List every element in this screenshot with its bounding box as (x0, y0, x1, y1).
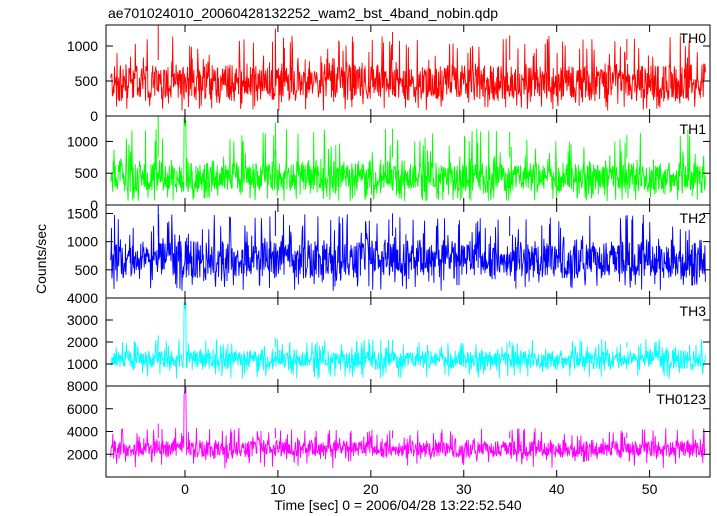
panel-th2: 500 1000 1500 TH2 (67, 204, 711, 299)
series-line-th1 (110, 117, 706, 202)
panel-th0123: 2000 4000 6000 8000 TH0123 (67, 378, 711, 478)
y-tick-label: 4000 (67, 424, 98, 440)
panel-label-th3: TH3 (680, 303, 707, 319)
panel-label-th2: TH2 (680, 210, 707, 226)
y-tick-label: 1000 (67, 133, 98, 149)
panel-label-th0: TH0 (680, 30, 707, 46)
panel-th0: 0 500 1000 TH0 (67, 24, 711, 124)
y-tick-label: 3000 (67, 312, 98, 328)
panels-group: 0 500 1000 TH0 0 500 1000 TH1 500 1000 1500 TH2 1000… (67, 24, 711, 478)
series-line-th0123 (110, 386, 706, 469)
y-tick-label: 6000 (67, 401, 98, 417)
x-tick-label: 40 (549, 481, 565, 497)
panel-label-th0123: TH0123 (656, 391, 706, 407)
panel-frame (105, 297, 711, 387)
y-tick-label: 500 (75, 165, 99, 181)
y-axis-title: Counts/sec (33, 224, 49, 294)
y-tick-label: 2000 (67, 334, 98, 350)
x-tick-label: 50 (642, 481, 658, 497)
y-tick-label: 1500 (67, 205, 98, 221)
x-axis-title: Time [sec] 0 = 2006/04/28 13:22:52.540 (274, 497, 522, 513)
x-tick-label: 10 (270, 481, 286, 497)
series-line-th3 (110, 302, 706, 379)
y-tick-label: 8000 (67, 378, 98, 394)
series-line-th2 (110, 214, 706, 291)
series-line-th0 (110, 35, 706, 111)
y-tick-label: 1000 (67, 356, 98, 372)
x-axis: 0 10 20 30 40 50 (181, 481, 658, 497)
y-tick-label: 4000 (67, 290, 98, 306)
panel-label-th1: TH1 (680, 121, 707, 137)
y-tick-label: 500 (75, 73, 99, 89)
y-tick-label: 1000 (67, 38, 98, 54)
x-tick-label: 30 (456, 481, 472, 497)
y-tick-label: 500 (75, 262, 99, 278)
y-tick-label: 1000 (67, 234, 98, 250)
chart-title: ae701024010_20060428132252_wam2_bst_4ban… (108, 5, 498, 21)
y-tick-label: 2000 (67, 446, 98, 462)
x-tick-label: 20 (363, 481, 379, 497)
panel-th1: 0 500 1000 TH1 (67, 115, 711, 213)
x-tick-label: 0 (181, 481, 189, 497)
y-tick-label: 0 (90, 197, 98, 213)
y-tick-label: 0 (90, 108, 98, 124)
panel-th3: 1000 2000 3000 4000 TH3 (67, 290, 711, 387)
